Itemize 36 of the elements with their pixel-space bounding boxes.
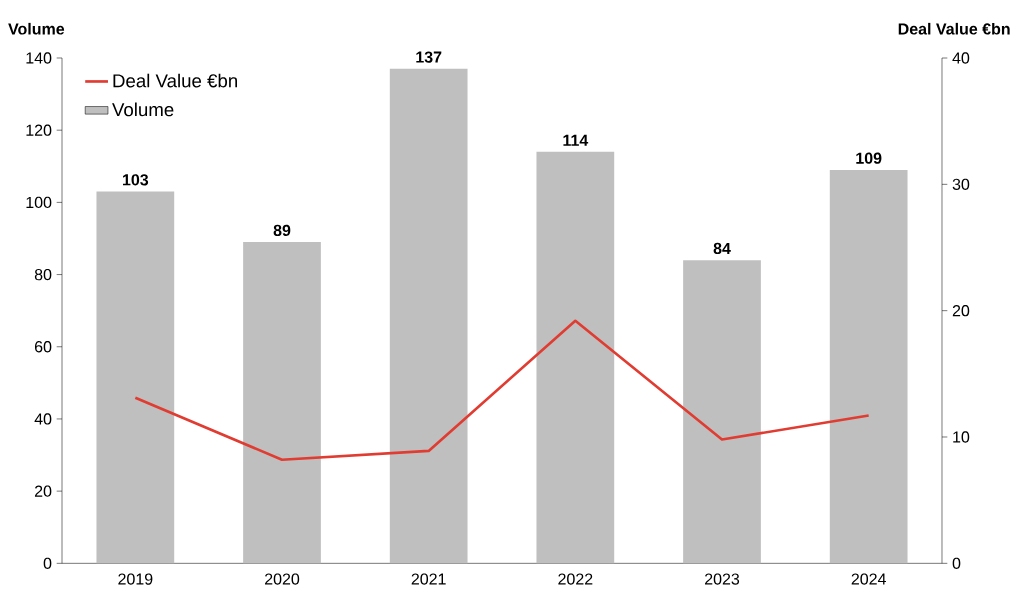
y2-tick-label: 40 <box>952 52 970 64</box>
x-tick-label: 2023 <box>705 573 740 585</box>
x-tick-label: 2022 <box>558 573 593 585</box>
y-tick-label: 0 <box>43 557 52 569</box>
y-tick-label: 100 <box>26 196 52 208</box>
bar <box>389 68 468 564</box>
data-label: 109 <box>856 152 882 164</box>
x-tick-label: 2021 <box>411 573 446 585</box>
y-tick-label: 20 <box>34 485 52 497</box>
bar <box>536 151 615 564</box>
y-axis-title: Volume <box>8 22 65 35</box>
data-label: 114 <box>563 134 589 146</box>
bar <box>829 169 908 564</box>
data-label: 84 <box>713 242 731 254</box>
y-tick-label: 80 <box>34 268 52 281</box>
x-tick-label: 2019 <box>118 573 153 585</box>
bar <box>683 259 761 564</box>
y2-tick-label: 10 <box>953 431 970 443</box>
y-tick-label: 60 <box>34 340 52 353</box>
y2-axis-title: Deal Value €bn <box>898 22 1010 35</box>
legend-label: Deal Value €bn <box>113 73 237 88</box>
bar <box>96 191 175 564</box>
data-label: 103 <box>123 174 149 186</box>
y-tick-label: 120 <box>26 124 52 136</box>
y-tick-label: 140 <box>26 52 52 64</box>
data-label: 89 <box>273 224 291 236</box>
bar <box>243 241 321 564</box>
x-tick-label: 2020 <box>265 573 300 585</box>
y-tick-label: 40 <box>34 413 52 425</box>
y2-tick-label: 30 <box>952 178 970 190</box>
legend-label: Volume <box>112 102 174 117</box>
y2-tick-label: 0 <box>952 557 961 569</box>
line-series <box>134 319 871 461</box>
x-tick-label: 2024 <box>851 573 886 585</box>
y2-tick-label: 20 <box>952 304 970 317</box>
data-label: 137 <box>416 51 442 63</box>
